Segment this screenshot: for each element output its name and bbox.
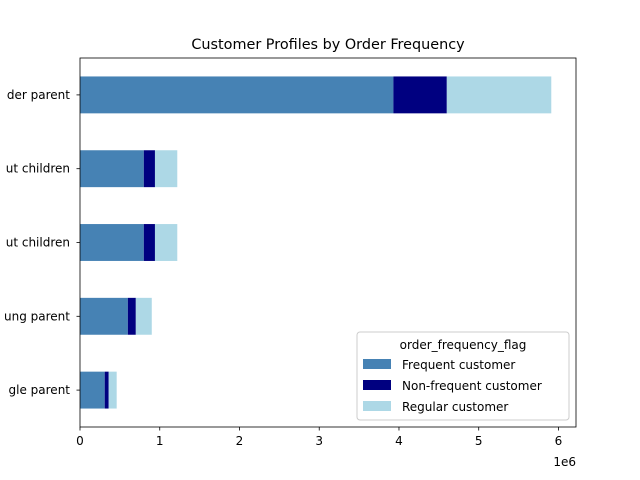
legend-title: order_frequency_flag [400,338,527,352]
bar-segment-non-frequent-customer-1 [143,150,155,188]
y-tick-label: ut children [6,236,70,250]
x-tick-label: 3 [315,434,323,448]
plot-frame [79,57,577,428]
x-tick-label: 4 [395,434,403,448]
legend-label: Non-frequent customer [402,379,542,393]
y-tick-label: ut children [6,162,70,176]
legend-label: Frequent customer [402,358,515,372]
x-tick-label: 5 [475,434,483,448]
chart-title: Customer Profiles by Order Frequency [191,37,465,53]
x-tick-label: 6 [555,434,563,448]
y-axis-ticks: der parent ut children ut children ung pare… [4,88,80,397]
x-tick-label: 2 [236,434,244,448]
bar-segment-frequent-customer-3 [80,297,128,335]
bar-segment-frequent-customer-2 [80,224,144,261]
legend-swatch-frequent-customer [363,359,391,369]
bar-segment-frequent-customer-0 [80,76,394,114]
legend-box [356,331,570,421]
y-tick-label: ung parent [4,309,70,323]
x-tick-label: 0 [76,434,84,448]
bars-group [80,76,552,409]
y-tick-label: gle parent [9,383,71,397]
legend-swatch-regular-customer [363,401,391,411]
y-tick-label: der parent [7,88,70,102]
bar-segment-regular-customer-2 [154,224,178,261]
legend: order_frequency_flag Frequent customer Non… [356,331,570,421]
bar-segment-regular-customer-0 [446,76,552,114]
bar-segment-non-frequent-customer-3 [127,297,136,335]
bar-segment-regular-customer-4 [108,371,117,409]
legend-swatch-non-frequent-customer [363,380,391,390]
bar-segment-frequent-customer-4 [80,371,105,409]
x-axis-offset-label: 1e6 [553,455,576,469]
bar-segment-non-frequent-customer-4 [104,371,109,409]
bar-segment-non-frequent-customer-2 [143,224,155,261]
bar-segment-frequent-customer-1 [80,150,144,188]
bar-segment-regular-customer-3 [135,297,152,335]
legend-label: Regular customer [402,400,508,414]
x-tick-label: 1 [156,434,164,448]
x-axis-ticks: 0 1 2 3 4 5 6 [76,427,562,448]
bar-segment-regular-customer-1 [154,150,178,188]
bar-segment-non-frequent-customer-0 [393,76,447,114]
